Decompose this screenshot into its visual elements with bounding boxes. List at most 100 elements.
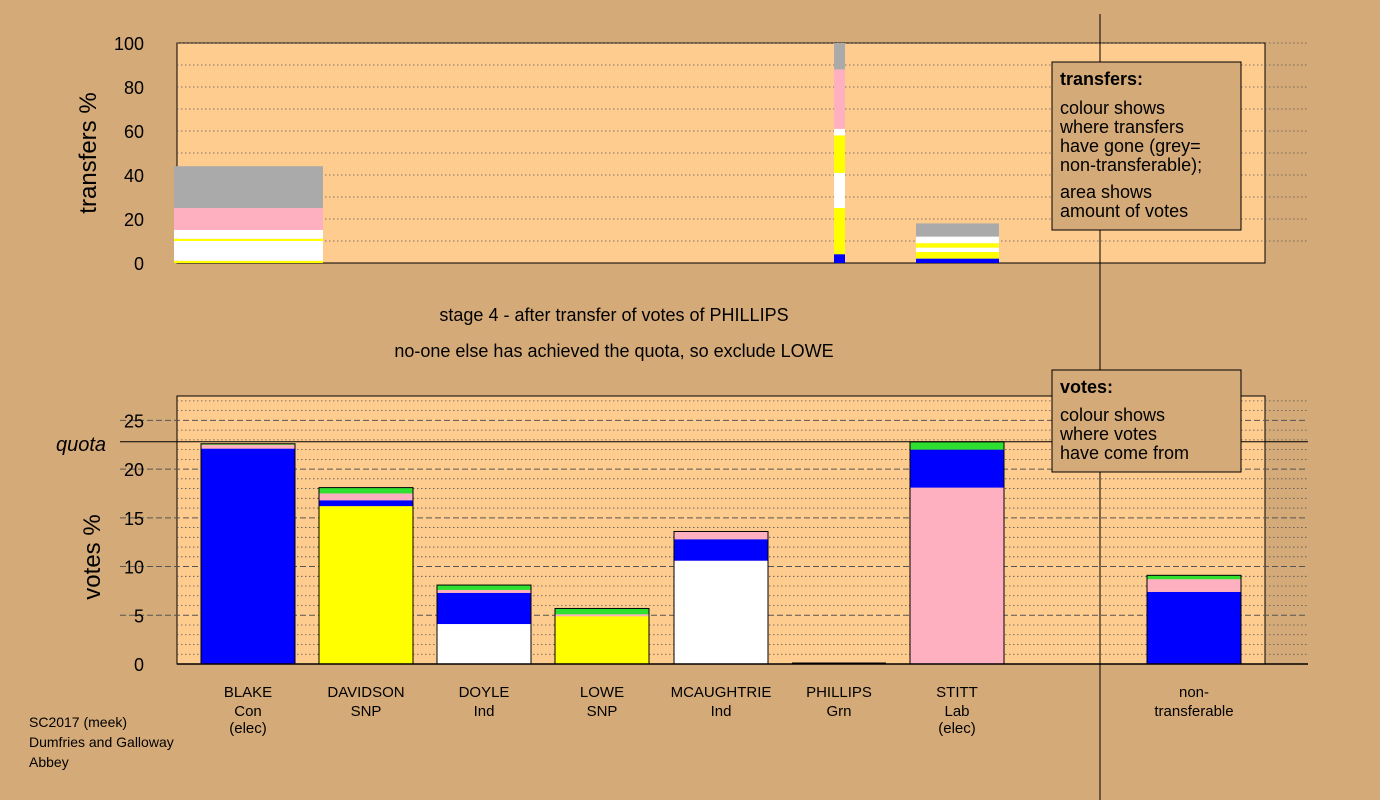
votes-y-axis-label: votes % — [79, 514, 106, 599]
y-tick-label: 5 — [134, 606, 144, 626]
vote-segment — [910, 449, 1004, 488]
y-tick-label: 15 — [124, 509, 144, 529]
footer-line: Abbey — [29, 754, 69, 770]
y-tick-label: 20 — [124, 460, 144, 480]
transfer-segment — [174, 230, 323, 239]
transfer-segment — [834, 135, 845, 173]
transfers-legend-line: amount of votes — [1060, 201, 1188, 221]
transfers-bars — [174, 43, 999, 263]
transfers-legend-title: transfers: — [1060, 69, 1143, 89]
transfer-segment — [916, 243, 999, 248]
transfer-segment — [834, 208, 845, 255]
y-tick-label: 0 — [134, 254, 144, 274]
vote-segment — [1147, 579, 1241, 592]
y-tick-label: 60 — [124, 122, 144, 142]
votes-bars — [200, 441, 1242, 665]
y-tick-label: 10 — [124, 558, 144, 578]
votes-legend-line: have come from — [1060, 443, 1189, 463]
vote-segment — [1147, 591, 1241, 664]
candidate-party: Con — [234, 703, 262, 720]
candidate-labels: BLAKECon(elec)DAVIDSONSNPDOYLEIndLOWESNP… — [224, 684, 1234, 737]
transfer-segment — [916, 252, 999, 259]
y-tick-label: 0 — [134, 655, 144, 675]
votes-legend-title: votes: — [1060, 377, 1113, 397]
footer: SC2017 (meek) Dumfries and Galloway Abbe… — [29, 714, 174, 770]
transfer-segment — [174, 241, 323, 261]
footer-line: Dumfries and Galloway — [29, 734, 174, 750]
vote-segment — [319, 506, 413, 664]
vote-segment — [555, 614, 649, 617]
footer-line: SC2017 (meek) — [29, 714, 127, 730]
y-tick-label: 100 — [114, 34, 144, 54]
candidate-party: SNP — [587, 703, 618, 720]
candidate-status: (elec) — [229, 720, 267, 737]
vote-segment — [674, 531, 768, 540]
candidate-name: DAVIDSON — [327, 684, 404, 701]
vote-segment — [201, 448, 295, 664]
y-tick-label: 25 — [124, 411, 144, 431]
candidate-name: MCAUGHTRIE — [671, 684, 772, 701]
transfers-y-ticks: 0 20 40 60 80 100 — [114, 34, 144, 274]
transfer-segment — [174, 208, 323, 230]
candidate-party: SNP — [351, 703, 382, 720]
candidate-name: LOWE — [580, 684, 624, 701]
transfer-segment — [916, 258, 999, 263]
y-tick-label: 80 — [124, 78, 144, 98]
transfers-legend-line: non-transferable); — [1060, 155, 1202, 175]
vote-segment — [437, 589, 531, 593]
vote-segment — [555, 608, 649, 615]
candidate-name: BLAKE — [224, 684, 272, 701]
transfer-segment — [834, 43, 845, 70]
vote-segment — [437, 592, 531, 625]
transfer-segment — [834, 254, 845, 263]
transfers-legend-line: colour shows — [1060, 98, 1165, 118]
vote-segment — [437, 624, 531, 664]
transfers-grid — [177, 42, 1308, 242]
transfers-legend: transfers: colour shows where transfers … — [1051, 61, 1242, 231]
vote-segment — [910, 441, 1004, 450]
vote-segment — [201, 444, 295, 449]
candidate-party: Grn — [826, 703, 851, 720]
transfer-segment — [834, 128, 845, 136]
votes-legend-line: where votes — [1059, 424, 1157, 444]
transfer-segment — [916, 236, 999, 244]
y-tick-label: 40 — [124, 166, 144, 186]
vote-segment — [555, 616, 649, 664]
vote-segment — [674, 560, 768, 664]
exclude-text: no-one else has achieved the quota, so e… — [394, 341, 833, 361]
y-tick-label: 20 — [124, 210, 144, 230]
transfer-segment — [174, 238, 323, 241]
votes-legend: votes: colour shows where votes have com… — [1051, 369, 1242, 473]
candidate-name: PHILLIPS — [806, 684, 872, 701]
vote-segment — [674, 539, 768, 561]
votes-y-ticks: 0 5 10 15 20 25 — [124, 411, 144, 675]
quota-label: quota — [56, 434, 106, 456]
candidate-party: Ind — [711, 703, 732, 720]
transfers-legend-line: area shows — [1060, 182, 1152, 202]
candidate-name: DOYLE — [459, 684, 510, 701]
vote-segment — [1147, 575, 1241, 580]
vote-segment — [319, 500, 413, 507]
transfers-legend-line: where transfers — [1059, 117, 1184, 137]
candidate-party: transferable — [1154, 703, 1233, 720]
vote-segment — [437, 585, 531, 590]
transfer-segment — [916, 247, 999, 252]
candidate-status: (elec) — [938, 720, 976, 737]
candidate-party: Ind — [474, 703, 495, 720]
transfer-segment — [834, 172, 845, 208]
candidate-name: STITT — [936, 684, 978, 701]
candidate-party: Lab — [944, 703, 969, 720]
vote-segment — [319, 493, 413, 501]
vote-segment — [910, 487, 1004, 664]
candidate-name: non- — [1179, 684, 1209, 701]
transfer-segment — [174, 260, 323, 263]
transfer-segment — [834, 69, 845, 129]
transfers-legend-line: have gone (grey= — [1060, 136, 1201, 156]
votes-legend-line: colour shows — [1060, 405, 1165, 425]
transfer-segment — [916, 223, 999, 237]
vote-segment — [319, 487, 413, 494]
transfer-segment — [174, 166, 323, 208]
stage-text: stage 4 - after transfer of votes of PHI… — [439, 305, 788, 325]
transfers-y-axis-label: transfers % — [75, 92, 102, 213]
